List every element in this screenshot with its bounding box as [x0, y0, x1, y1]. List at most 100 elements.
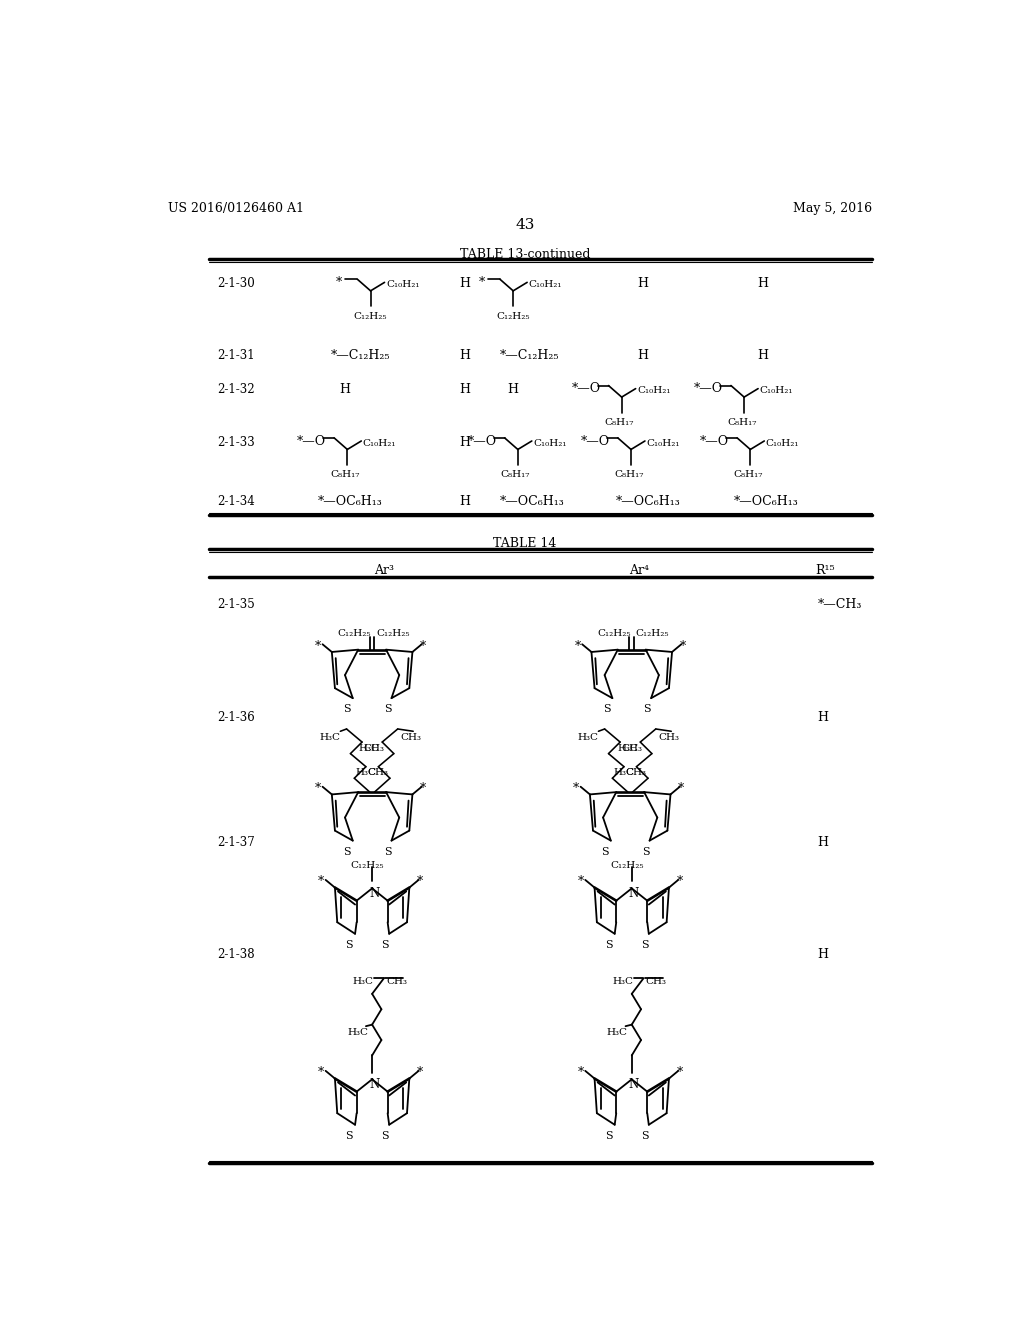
Text: H: H [758, 350, 768, 363]
Text: *: * [420, 640, 426, 652]
Text: CH₃: CH₃ [400, 733, 421, 742]
Text: May 5, 2016: May 5, 2016 [793, 202, 872, 215]
Text: CH₃: CH₃ [386, 977, 408, 986]
Text: CH₃: CH₃ [626, 768, 646, 777]
Text: *—O: *—O [581, 434, 609, 447]
Text: H₃C: H₃C [359, 743, 380, 752]
Text: C₁₀H₂₁: C₁₀H₂₁ [646, 438, 680, 447]
Text: H₃C: H₃C [355, 768, 376, 777]
Text: S: S [345, 1131, 352, 1140]
Text: C₁₂H₂₅: C₁₂H₂₅ [610, 861, 643, 870]
Text: *: * [314, 781, 322, 795]
Text: H: H [460, 383, 471, 396]
Text: S: S [382, 940, 389, 950]
Text: H: H [460, 277, 471, 290]
Text: *—O: *—O [571, 383, 600, 396]
Text: CH₃: CH₃ [658, 733, 679, 742]
Text: Ar⁴: Ar⁴ [630, 564, 649, 577]
Text: N: N [629, 1077, 639, 1090]
Text: H: H [339, 383, 350, 396]
Text: *—OC₆H₁₃: *—OC₆H₁₃ [734, 495, 799, 508]
Text: *: * [420, 781, 426, 795]
Text: CH₃: CH₃ [368, 768, 388, 777]
Text: S: S [643, 705, 651, 714]
Text: *: * [680, 640, 686, 652]
Text: H: H [818, 948, 828, 961]
Text: H: H [508, 383, 519, 396]
Text: 2-1-34: 2-1-34 [217, 495, 255, 508]
Text: *: * [677, 1067, 683, 1080]
Text: *—C₁₂H₂₅: *—C₁₂H₂₅ [500, 350, 559, 363]
Text: CH₃: CH₃ [646, 977, 667, 986]
Text: C₁₀H₂₁: C₁₀H₂₁ [534, 438, 567, 447]
Text: *—O: *—O [467, 434, 497, 447]
Text: Ar³: Ar³ [374, 564, 394, 577]
Text: 2-1-30: 2-1-30 [217, 277, 255, 290]
Text: TABLE 13-continued: TABLE 13-continued [460, 248, 590, 261]
Text: 2-1-36: 2-1-36 [217, 711, 255, 725]
Text: 2-1-33: 2-1-33 [217, 436, 255, 449]
Text: C₁₂H₂₅: C₁₂H₂₅ [636, 628, 669, 638]
Text: *: * [336, 276, 342, 289]
Text: S: S [642, 847, 649, 857]
Text: *: * [578, 875, 584, 888]
Text: *: * [314, 640, 322, 652]
Text: H₃C: H₃C [617, 743, 638, 752]
Text: *: * [572, 781, 580, 795]
Text: H₃C: H₃C [613, 768, 634, 777]
Text: C₁₀H₂₁: C₁₀H₂₁ [386, 280, 420, 289]
Text: 2-1-31: 2-1-31 [217, 350, 255, 363]
Text: S: S [603, 705, 610, 714]
Text: S: S [384, 705, 391, 714]
Text: *: * [677, 875, 683, 888]
Text: H₃C: H₃C [612, 977, 634, 986]
Text: C₈H₁₇: C₈H₁₇ [614, 470, 643, 479]
Text: S: S [601, 847, 609, 857]
Text: *: * [317, 875, 325, 888]
Text: H₃C: H₃C [578, 733, 598, 742]
Text: S: S [641, 1131, 649, 1140]
Text: N: N [629, 887, 639, 900]
Text: *: * [574, 640, 581, 652]
Text: 43: 43 [515, 218, 535, 232]
Text: C₁₂H₂₅: C₁₂H₂₅ [337, 628, 371, 638]
Text: S: S [343, 705, 351, 714]
Text: C₁₂H₂₅: C₁₂H₂₅ [350, 861, 384, 870]
Text: *: * [478, 276, 484, 289]
Text: H: H [460, 436, 471, 449]
Text: *—C₁₂H₂₅: *—C₁₂H₂₅ [331, 350, 390, 363]
Text: *: * [317, 1067, 325, 1080]
Text: H: H [637, 277, 648, 290]
Text: H₃C: H₃C [347, 1028, 369, 1036]
Text: C₈H₁₇: C₈H₁₇ [727, 418, 757, 426]
Text: C₈H₁₇: C₈H₁₇ [733, 470, 763, 479]
Text: CH₃: CH₃ [364, 743, 385, 752]
Text: *—O: *—O [700, 434, 729, 447]
Text: C₁₂H₂₅: C₁₂H₂₅ [353, 313, 387, 321]
Text: S: S [605, 940, 612, 950]
Text: *: * [417, 1067, 423, 1080]
Text: *—OC₆H₁₃: *—OC₆H₁₃ [500, 495, 565, 508]
Text: *: * [417, 875, 423, 888]
Text: *—O: *—O [693, 383, 723, 396]
Text: *—CH₃: *—CH₃ [818, 598, 862, 611]
Text: H₃C: H₃C [319, 733, 340, 742]
Text: *—OC₆H₁₃: *—OC₆H₁₃ [317, 495, 383, 508]
Text: H₃C: H₃C [607, 1028, 628, 1036]
Text: 2-1-37: 2-1-37 [217, 836, 255, 849]
Text: H: H [818, 711, 828, 725]
Text: H: H [818, 836, 828, 849]
Text: C₁₀H₂₁: C₁₀H₂₁ [362, 438, 396, 447]
Text: C₁₂H₂₅: C₁₂H₂₅ [496, 313, 529, 321]
Text: C₁₂H₂₅: C₁₂H₂₅ [376, 628, 410, 638]
Text: C₁₀H₂₁: C₁₀H₂₁ [760, 387, 794, 395]
Text: R¹⁵: R¹⁵ [816, 564, 836, 577]
Text: S: S [641, 940, 649, 950]
Text: S: S [343, 847, 351, 857]
Text: 2-1-38: 2-1-38 [217, 948, 255, 961]
Text: H: H [460, 350, 471, 363]
Text: 2-1-35: 2-1-35 [217, 598, 255, 611]
Text: S: S [384, 847, 391, 857]
Text: H₃C: H₃C [352, 977, 374, 986]
Text: S: S [345, 940, 352, 950]
